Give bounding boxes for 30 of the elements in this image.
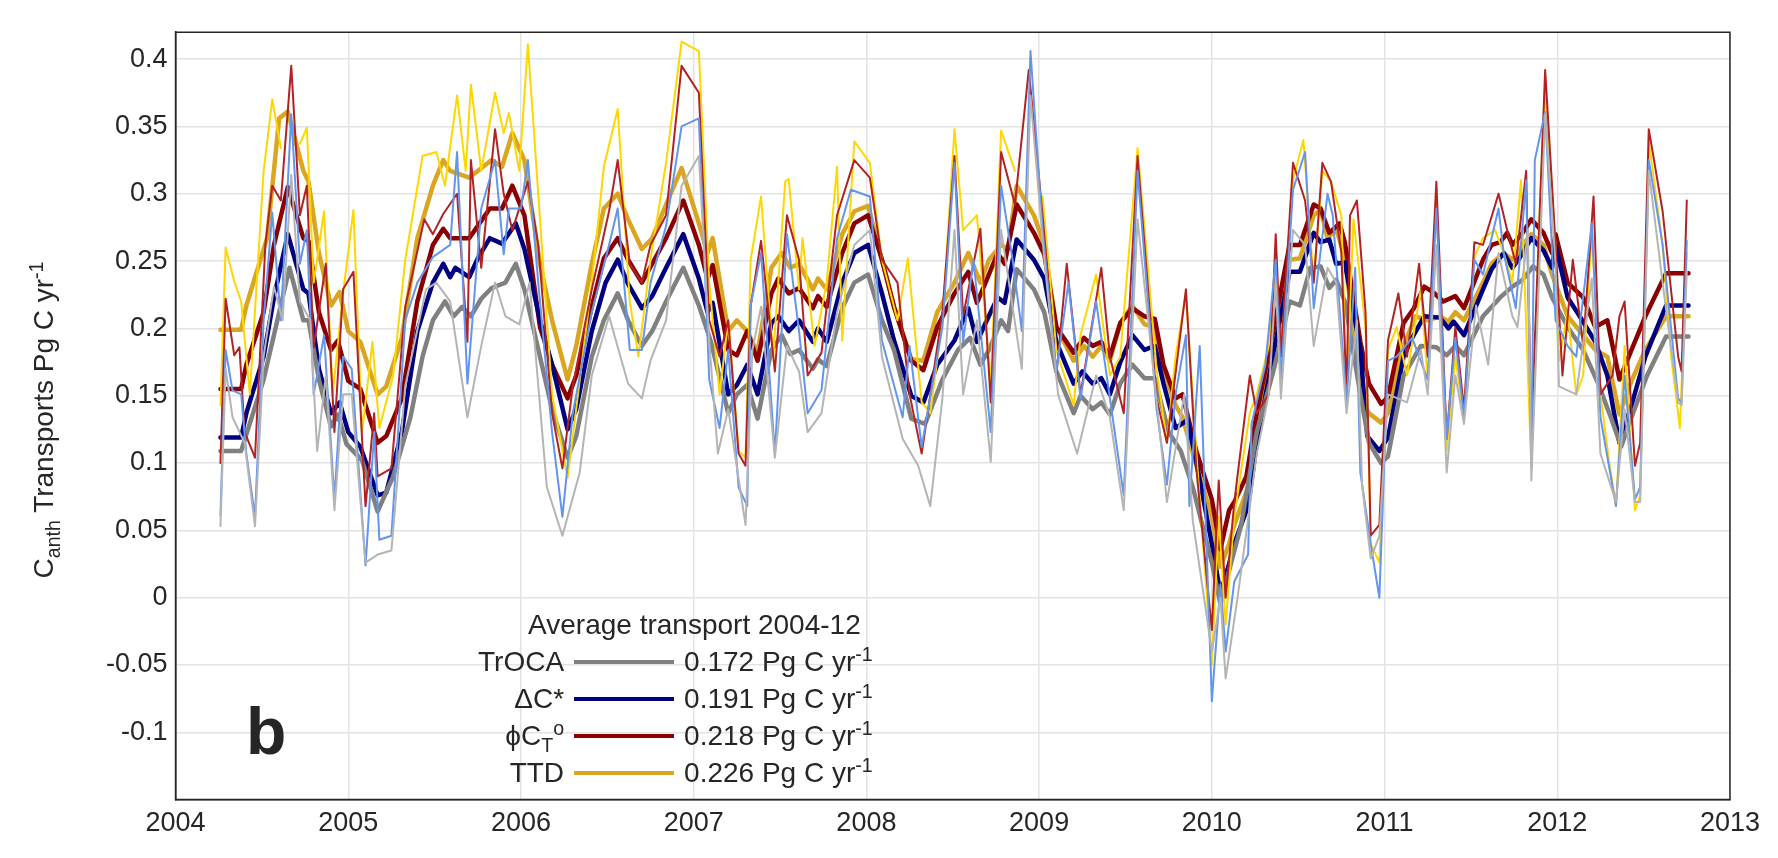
y-tick-label: 0.3 <box>129 177 168 208</box>
y-tick-label: 0.15 <box>114 379 168 410</box>
x-tick-label: 2011 <box>1355 807 1414 838</box>
legend-label: TrOCA <box>478 645 565 679</box>
y-tick-label: 0.35 <box>114 109 168 140</box>
x-tick-label: 2010 <box>1181 807 1242 838</box>
annotation: 0.191 Pg C yr$^{-1}$ <box>684 679 873 716</box>
annotation: 0.218 Pg C yr$^{-1}$ <box>684 716 873 753</box>
y-tick-label: 0 <box>152 581 168 612</box>
x-tick-label: 2004 <box>145 807 206 838</box>
y-tick-label: 0.05 <box>114 513 168 544</box>
y-tick-label: 0.2 <box>129 311 168 342</box>
legend-label: TTD <box>508 756 565 790</box>
y-tick-label: -0.1 <box>121 715 168 746</box>
x-tick-label: 2012 <box>1527 807 1588 838</box>
y-tick-label: 0.4 <box>129 42 168 73</box>
y-tick-label: -0.05 <box>105 648 168 679</box>
x-tick-label: 2008 <box>836 807 897 838</box>
x-tick-label: 2009 <box>1009 807 1070 838</box>
x-tick-label: 2006 <box>490 807 552 838</box>
y-tick-label: 0.25 <box>114 244 168 275</box>
annotation: b <box>246 694 287 768</box>
x-tick-label: 2007 <box>663 807 724 838</box>
x-tick-label: 2013 <box>1699 807 1761 838</box>
legend-label: ΔC* <box>513 682 565 716</box>
x-tick-label: 2005 <box>318 807 379 838</box>
annotation: 0.226 Pg C yr$^{-1}$ <box>684 753 873 790</box>
y-tick-label: 0.1 <box>129 446 168 477</box>
annotation: 0.172 Pg C yr$^{-1}$ <box>684 642 873 679</box>
legend-title: Average transport 2004-12 <box>527 608 862 642</box>
